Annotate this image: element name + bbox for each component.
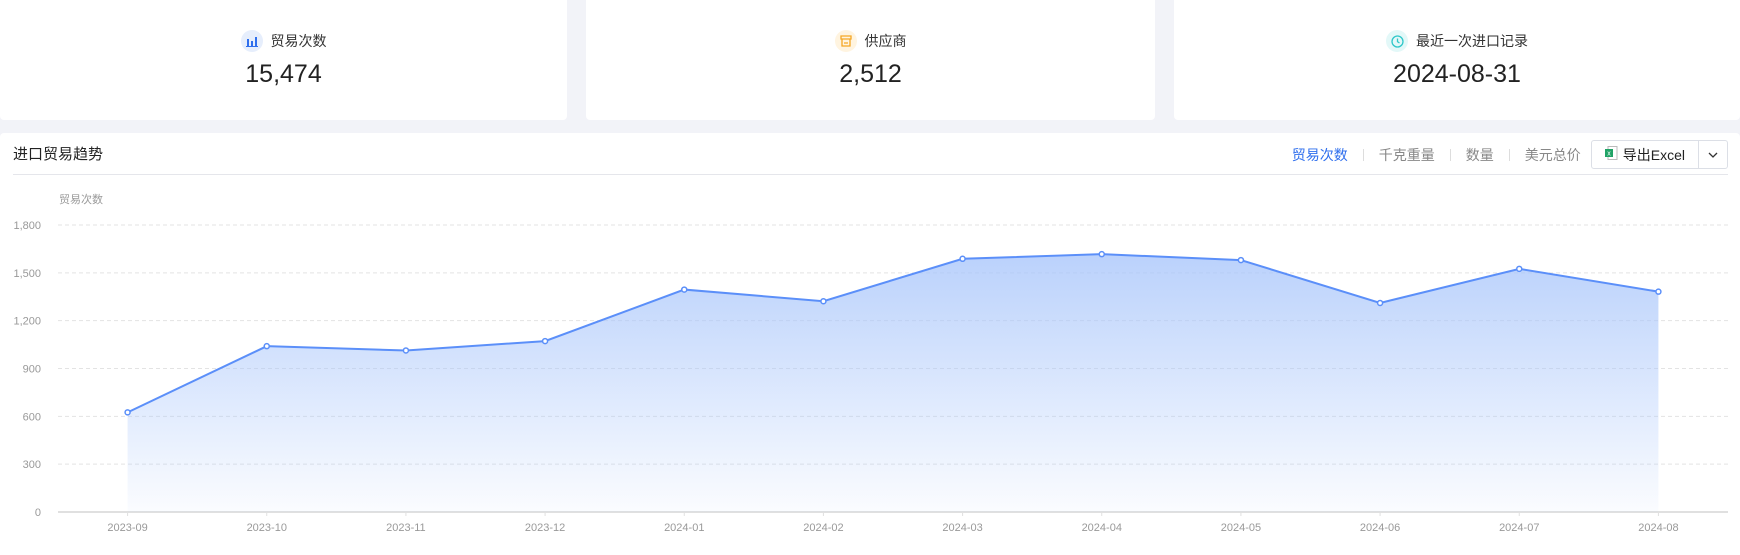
y-tick-label: 1,800 bbox=[13, 220, 41, 232]
x-tick-label: 2024-03 bbox=[942, 522, 982, 534]
data-point bbox=[402, 347, 410, 354]
y-tick-label: 1,500 bbox=[13, 268, 41, 280]
excel-icon: x bbox=[1604, 146, 1618, 163]
x-tick-label: 2024-07 bbox=[1499, 522, 1539, 534]
data-point bbox=[1376, 299, 1384, 307]
export-label: 导出Excel bbox=[1622, 146, 1685, 163]
tab-separator bbox=[1362, 148, 1364, 161]
stat-label: 贸易次数 bbox=[270, 33, 327, 49]
bar-chart-icon bbox=[240, 30, 263, 52]
x-tick-label: 2023-09 bbox=[107, 522, 147, 534]
y-tick-label: 300 bbox=[23, 459, 41, 471]
y-tick-label: 900 bbox=[23, 364, 41, 376]
x-tick-label: 2024-08 bbox=[1638, 522, 1678, 534]
series-line bbox=[127, 253, 1659, 414]
data-point bbox=[1237, 256, 1245, 264]
data-point bbox=[1098, 250, 1105, 258]
x-tick-label: 2023-12 bbox=[525, 522, 565, 534]
stat-card-suppliers: 供应商 2,512 bbox=[586, 0, 1155, 120]
data-point bbox=[1655, 288, 1662, 295]
tab-quantity[interactable]: 数量 bbox=[1465, 146, 1494, 163]
x-tick-label: 2023-10 bbox=[247, 522, 287, 534]
stat-label: 最近一次进口记录 bbox=[1416, 33, 1528, 49]
x-tick-label: 2024-05 bbox=[1221, 522, 1261, 534]
data-point bbox=[681, 286, 688, 293]
clock-icon bbox=[1386, 30, 1408, 52]
data-point bbox=[541, 337, 549, 345]
stat-value: 2024-08-31 bbox=[1393, 60, 1521, 88]
x-tick-label: 2024-01 bbox=[664, 522, 704, 534]
data-point bbox=[959, 255, 966, 263]
stat-card-trades: 贸易次数 15,474 bbox=[0, 0, 567, 120]
data-point bbox=[820, 297, 827, 305]
area-fill bbox=[127, 254, 1659, 512]
export-button-group: x 导出Excel bbox=[1590, 140, 1728, 169]
stat-value: 2,512 bbox=[839, 60, 902, 88]
export-excel-button[interactable]: x 导出Excel bbox=[1592, 141, 1699, 168]
x-tick-label: 2024-04 bbox=[1082, 522, 1122, 534]
export-dropdown-button[interactable] bbox=[1699, 141, 1727, 168]
metric-tabs: 贸易次数 千克重量 数量 美元总价 x 导出Excel bbox=[1292, 140, 1728, 169]
y-axis-title: 贸易次数 bbox=[59, 192, 103, 206]
y-tick-label: 0 bbox=[35, 507, 41, 519]
x-tick-label: 2024-06 bbox=[1360, 522, 1400, 534]
data-point bbox=[1516, 265, 1523, 273]
stat-card-last-import: 最近一次进口记录 2024-08-31 bbox=[1174, 0, 1740, 120]
x-tick-label: 2024-02 bbox=[803, 522, 843, 534]
y-tick-label: 1,200 bbox=[13, 316, 41, 328]
tab-usd-total[interactable]: 美元总价 bbox=[1524, 146, 1581, 163]
tab-weight-kg[interactable]: 千克重量 bbox=[1378, 146, 1435, 163]
y-tick-label: 600 bbox=[23, 411, 41, 423]
store-icon bbox=[834, 30, 857, 52]
tab-trade-count[interactable]: 贸易次数 bbox=[1291, 146, 1348, 163]
data-point bbox=[263, 342, 270, 350]
stat-value: 15,474 bbox=[245, 60, 322, 88]
panel-title: 进口贸易趋势 bbox=[13, 146, 104, 163]
tab-separator bbox=[1449, 148, 1451, 161]
x-tick-label: 2023-11 bbox=[386, 522, 426, 534]
svg-text:x: x bbox=[1607, 151, 1611, 158]
data-point bbox=[124, 409, 131, 416]
chevron-down-icon bbox=[1708, 152, 1718, 158]
tab-separator bbox=[1508, 148, 1510, 161]
stat-label: 供应商 bbox=[864, 33, 907, 49]
panel-divider bbox=[13, 174, 1728, 175]
